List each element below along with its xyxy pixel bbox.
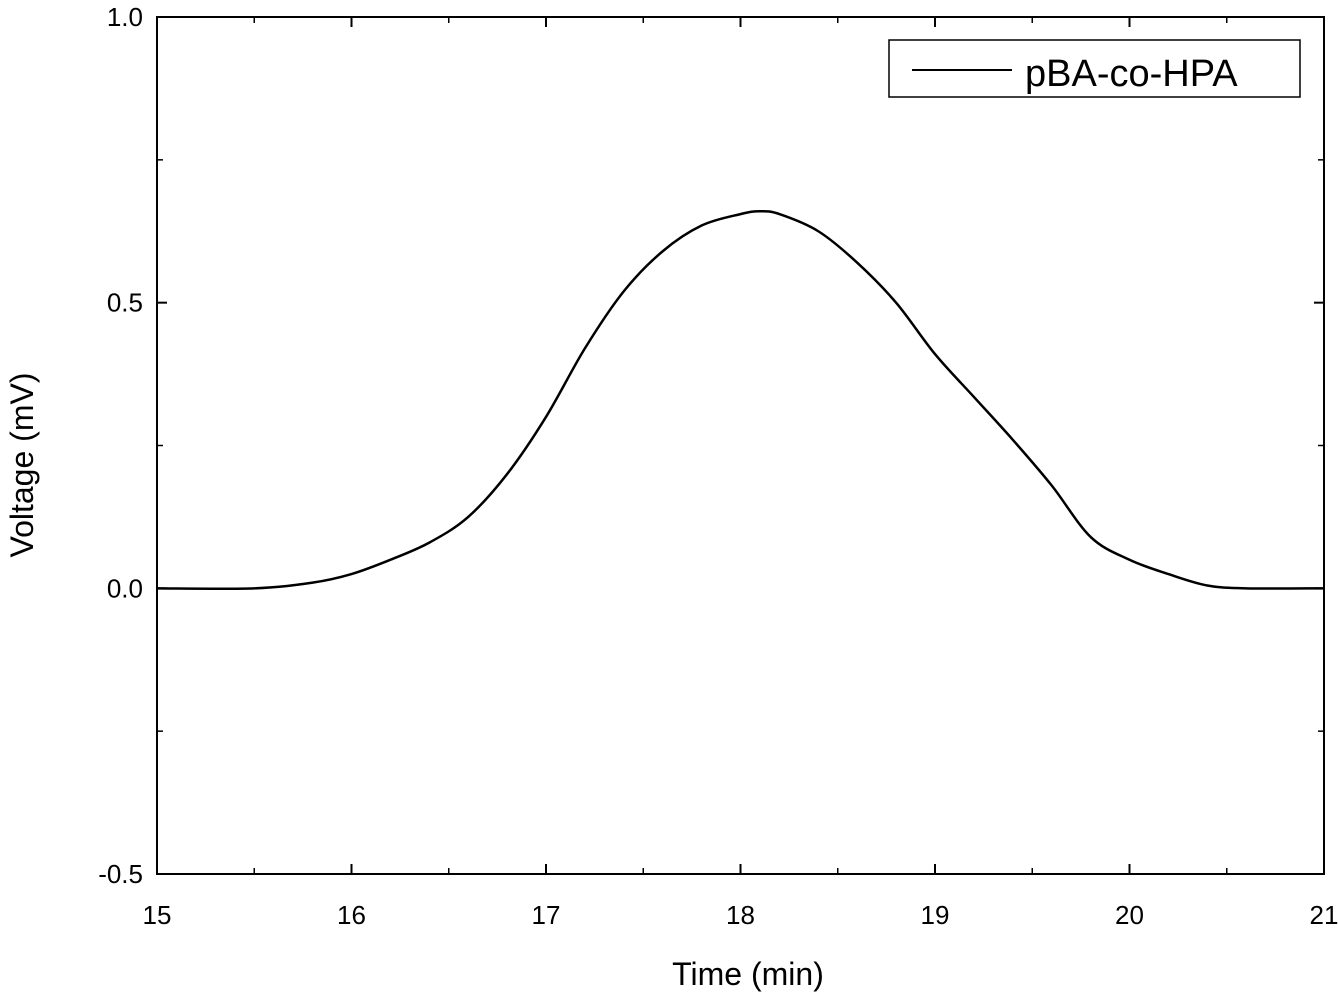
series-line-pBA-co-HPA <box>156 209 1325 591</box>
x-axis-title: Time (min) <box>672 956 824 992</box>
y-tick-label: -0.5 <box>98 859 143 889</box>
x-tick-label: 16 <box>337 900 366 930</box>
x-tick-label: 15 <box>143 900 172 930</box>
y-axis-title: Voltage (mV) <box>4 373 40 558</box>
x-axis-ticks: 15 16 17 18 19 20 21 <box>143 17 1339 930</box>
x-tick-label: 20 <box>1115 900 1144 930</box>
x-tick-label: 19 <box>921 900 950 930</box>
x-tick-label: 18 <box>726 900 755 930</box>
legend-box <box>888 39 1301 98</box>
legend: pBA-co-HPA <box>888 39 1301 98</box>
y-tick-label: 0.0 <box>107 573 143 603</box>
y-tick-label: 1.0 <box>107 2 143 32</box>
y-tick-label: 0.5 <box>107 288 143 318</box>
series-layer <box>156 209 1325 591</box>
x-tick-label: 17 <box>532 900 561 930</box>
y-axis-ticks: -0.5 0.0 0.5 1.0 <box>98 2 1324 889</box>
plot-frame <box>156 16 1325 875</box>
x-tick-label: 21 <box>1310 900 1339 930</box>
legend-label-pBA-co-HPA: pBA-co-HPA <box>1025 53 1238 95</box>
